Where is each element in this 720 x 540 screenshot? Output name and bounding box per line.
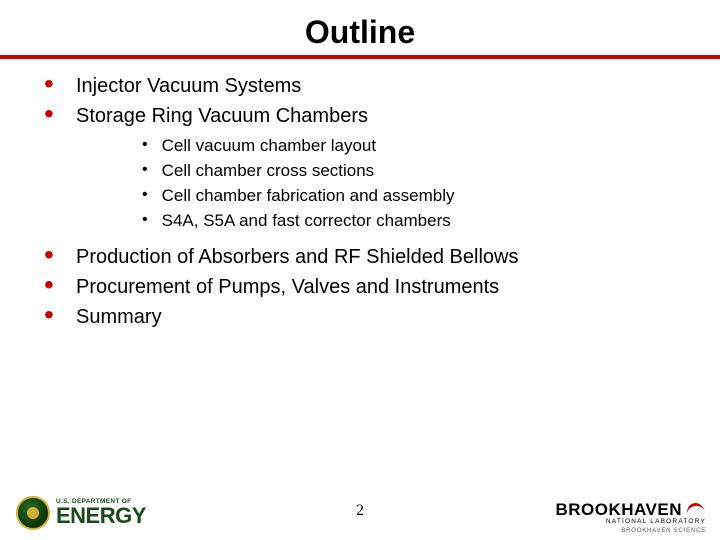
sub-bullet-dot-icon: • [142,210,148,230]
bnl-swoosh-icon [686,501,706,515]
bnl-name: BROOKHAVEN [555,501,682,518]
sub-bullet-dot-icon: • [142,135,148,155]
sub-bullet-text: Cell vacuum chamber layout [162,135,376,157]
bullet-dot-icon: • [44,304,58,326]
bullet-item: • Procurement of Pumps, Valves and Instr… [44,274,690,300]
bullet-dot-icon: • [44,274,58,296]
bullet-text: Production of Absorbers and RF Shielded … [76,244,518,270]
slide-title: Outline [0,0,720,55]
content-area: • Injector Vacuum Systems • Storage Ring… [0,59,720,330]
bullet-dot-icon: • [44,103,58,125]
sub-bullet-item: • Cell chamber fabrication and assembly [142,185,690,207]
bullet-text: Summary [76,304,162,330]
sub-bullet-item: • S4A, S5A and fast corrector chambers [142,210,690,232]
sub-bullet-dot-icon: • [142,160,148,180]
sub-bullet-item: • Cell chamber cross sections [142,160,690,182]
sub-bullet-text: Cell chamber cross sections [162,160,375,182]
bullet-item: • Injector Vacuum Systems [44,73,690,99]
doe-energy-label: ENERGY [56,505,146,527]
bnl-science-label: BROOKHAVEN SCIENCE [555,528,706,534]
sub-bullet-dot-icon: • [142,185,148,205]
doe-seal-icon [16,496,50,530]
doe-logo: U.S. DEPARTMENT OF ENERGY [16,496,146,530]
bnl-top-row: BROOKHAVEN [555,501,706,518]
bullet-text: Storage Ring Vacuum Chambers [76,103,368,129]
page-number: 2 [356,502,364,520]
sub-bullet-text: Cell chamber fabrication and assembly [162,185,455,207]
bullet-dot-icon: • [44,244,58,266]
bullet-item: • Summary [44,304,690,330]
sub-bullet-list: • Cell vacuum chamber layout • Cell cham… [142,135,690,232]
bullet-text: Injector Vacuum Systems [76,73,301,99]
bullet-dot-icon: • [44,73,58,95]
bnl-logo: BROOKHAVEN NATIONAL LABORATORY BROOKHAVE… [555,501,706,535]
bnl-subtitle: NATIONAL LABORATORY [555,519,706,526]
doe-text-block: U.S. DEPARTMENT OF ENERGY [56,499,146,528]
bullet-item: • Storage Ring Vacuum Chambers [44,103,690,129]
bullet-text: Procurement of Pumps, Valves and Instrum… [76,274,499,300]
sub-bullet-text: S4A, S5A and fast corrector chambers [162,210,451,232]
bullet-item: • Production of Absorbers and RF Shielde… [44,244,690,270]
sub-bullet-item: • Cell vacuum chamber layout [142,135,690,157]
